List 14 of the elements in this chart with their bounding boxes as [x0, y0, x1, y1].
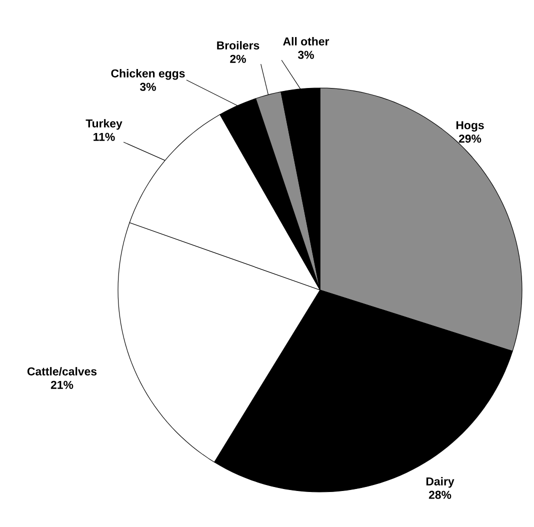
- data-label: 3%: [298, 50, 314, 59]
- slice-label: Chicken eggs: [111, 69, 185, 80]
- slice-label: Turkey: [86, 119, 122, 130]
- slice-label: Hogs: [456, 121, 484, 132]
- slice-label: Dairy: [426, 477, 454, 488]
- data-label: 11%: [94, 132, 115, 141]
- data-label: 2%: [230, 54, 246, 63]
- slice-label: All other: [283, 37, 330, 46]
- data-label: 29%: [458, 134, 482, 143]
- data-label: 3%: [140, 82, 156, 91]
- data-label: 21%: [50, 380, 74, 389]
- slice-label: Broilers: [217, 41, 260, 50]
- data-label: 28%: [428, 490, 452, 499]
- slice-label: Cattle/calves: [27, 367, 97, 376]
